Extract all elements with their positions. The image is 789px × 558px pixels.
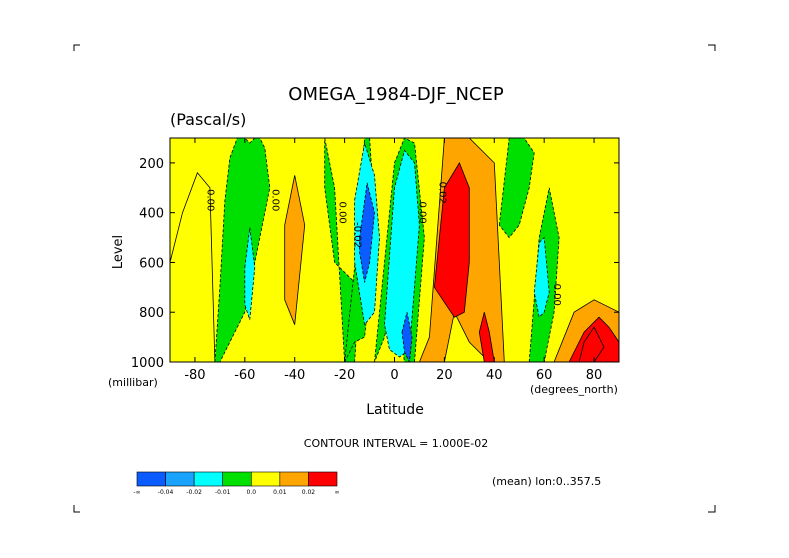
y-axis: 200 400 600 800 1000: [131, 157, 619, 371]
contour-region: [284, 175, 306, 325]
plot-area: 0.00 0.00 0.00 -0.02 0.00 0.02 0.00: [169, 137, 620, 363]
chart-subtitle: (Pascal/s): [170, 110, 246, 129]
colorbar-label: -∞: [133, 489, 140, 496]
contour-region: [478, 312, 495, 362]
x-tick-label: -40: [284, 368, 305, 383]
contour-region: [384, 149, 420, 358]
chart-title: OMEGA_1984-DJF_NCEP: [288, 84, 504, 105]
contour-region: [359, 182, 375, 283]
contour-region: [578, 326, 605, 362]
y-tick-label: 1000: [131, 356, 164, 371]
corner-mark-bottom-right: [708, 505, 716, 513]
colorbar-swatch: [136, 471, 166, 487]
contour-region: [401, 312, 413, 362]
x-tick-label: 40: [486, 368, 503, 383]
contour-region: [244, 227, 256, 320]
x-tick-label: 60: [536, 368, 553, 383]
x-tick-label: 20: [436, 368, 453, 383]
y-axis-label: Level: [111, 235, 126, 269]
colorbar-label: 0.02: [302, 489, 316, 496]
x-tick-label: -80: [184, 368, 205, 383]
x-tick-label: 0: [390, 368, 398, 383]
colorbar-label: -0.01: [215, 489, 231, 496]
x-tick-label: -20: [334, 368, 355, 383]
y-tick-label: 400: [139, 207, 164, 222]
contour-region: [498, 138, 535, 239]
y-axis-units: (millibar): [108, 376, 158, 389]
contour-label: 0.00: [269, 189, 280, 211]
colorbar-label: ∞: [335, 489, 340, 496]
corner-mark-bottom-left: [73, 505, 80, 513]
y-tick-label: 600: [139, 256, 164, 271]
contour-label: 0.00: [204, 189, 215, 211]
colorbar-swatch: [250, 471, 281, 487]
contour-label: 0.00: [551, 284, 562, 306]
x-axis-label: Latitude: [366, 402, 424, 418]
x-tick-label: -60: [234, 368, 255, 383]
colorbar-label: -0.04: [158, 489, 174, 496]
y-tick-label: 200: [139, 157, 164, 172]
colorbar-swatch: [165, 471, 195, 487]
colorbar-swatch: [308, 471, 338, 487]
footer-text: (mean) lon:0..357.5: [492, 475, 601, 488]
contour-label: 0.00: [337, 202, 348, 224]
contour-region: [214, 138, 271, 362]
colorbar-swatch: [279, 471, 309, 487]
colorbar: -∞ -0.04 -0.02 -0.01 0.0 0.01 0.02 ∞: [133, 471, 340, 496]
corner-marks: [73, 44, 716, 513]
contour-label: -0.02: [352, 222, 363, 248]
colorbar-label: -0.02: [186, 489, 202, 496]
y-tick-label: 800: [139, 306, 164, 321]
contour-region: [170, 172, 216, 362]
contour-region: [433, 162, 470, 318]
contour-label: 0.02: [436, 182, 447, 204]
contour-interval-text: CONTOUR INTERVAL = 1.000E-02: [304, 437, 488, 450]
contour-region: [533, 236, 550, 319]
colorbar-label: 0.0: [247, 489, 257, 496]
corner-mark-top-right: [708, 44, 716, 51]
corner-mark-top-left: [73, 44, 80, 51]
x-axis: -80 -60 -40 -20 0 20 40 60 80: [184, 138, 602, 383]
x-tick-label: 80: [586, 368, 603, 383]
colorbar-swatch: [222, 471, 252, 487]
colorbar-swatch: [193, 471, 224, 487]
x-axis-units: (degrees_north): [530, 383, 618, 396]
colorbar-label: 0.01: [273, 489, 287, 496]
contour-label: 0.00: [416, 202, 427, 224]
